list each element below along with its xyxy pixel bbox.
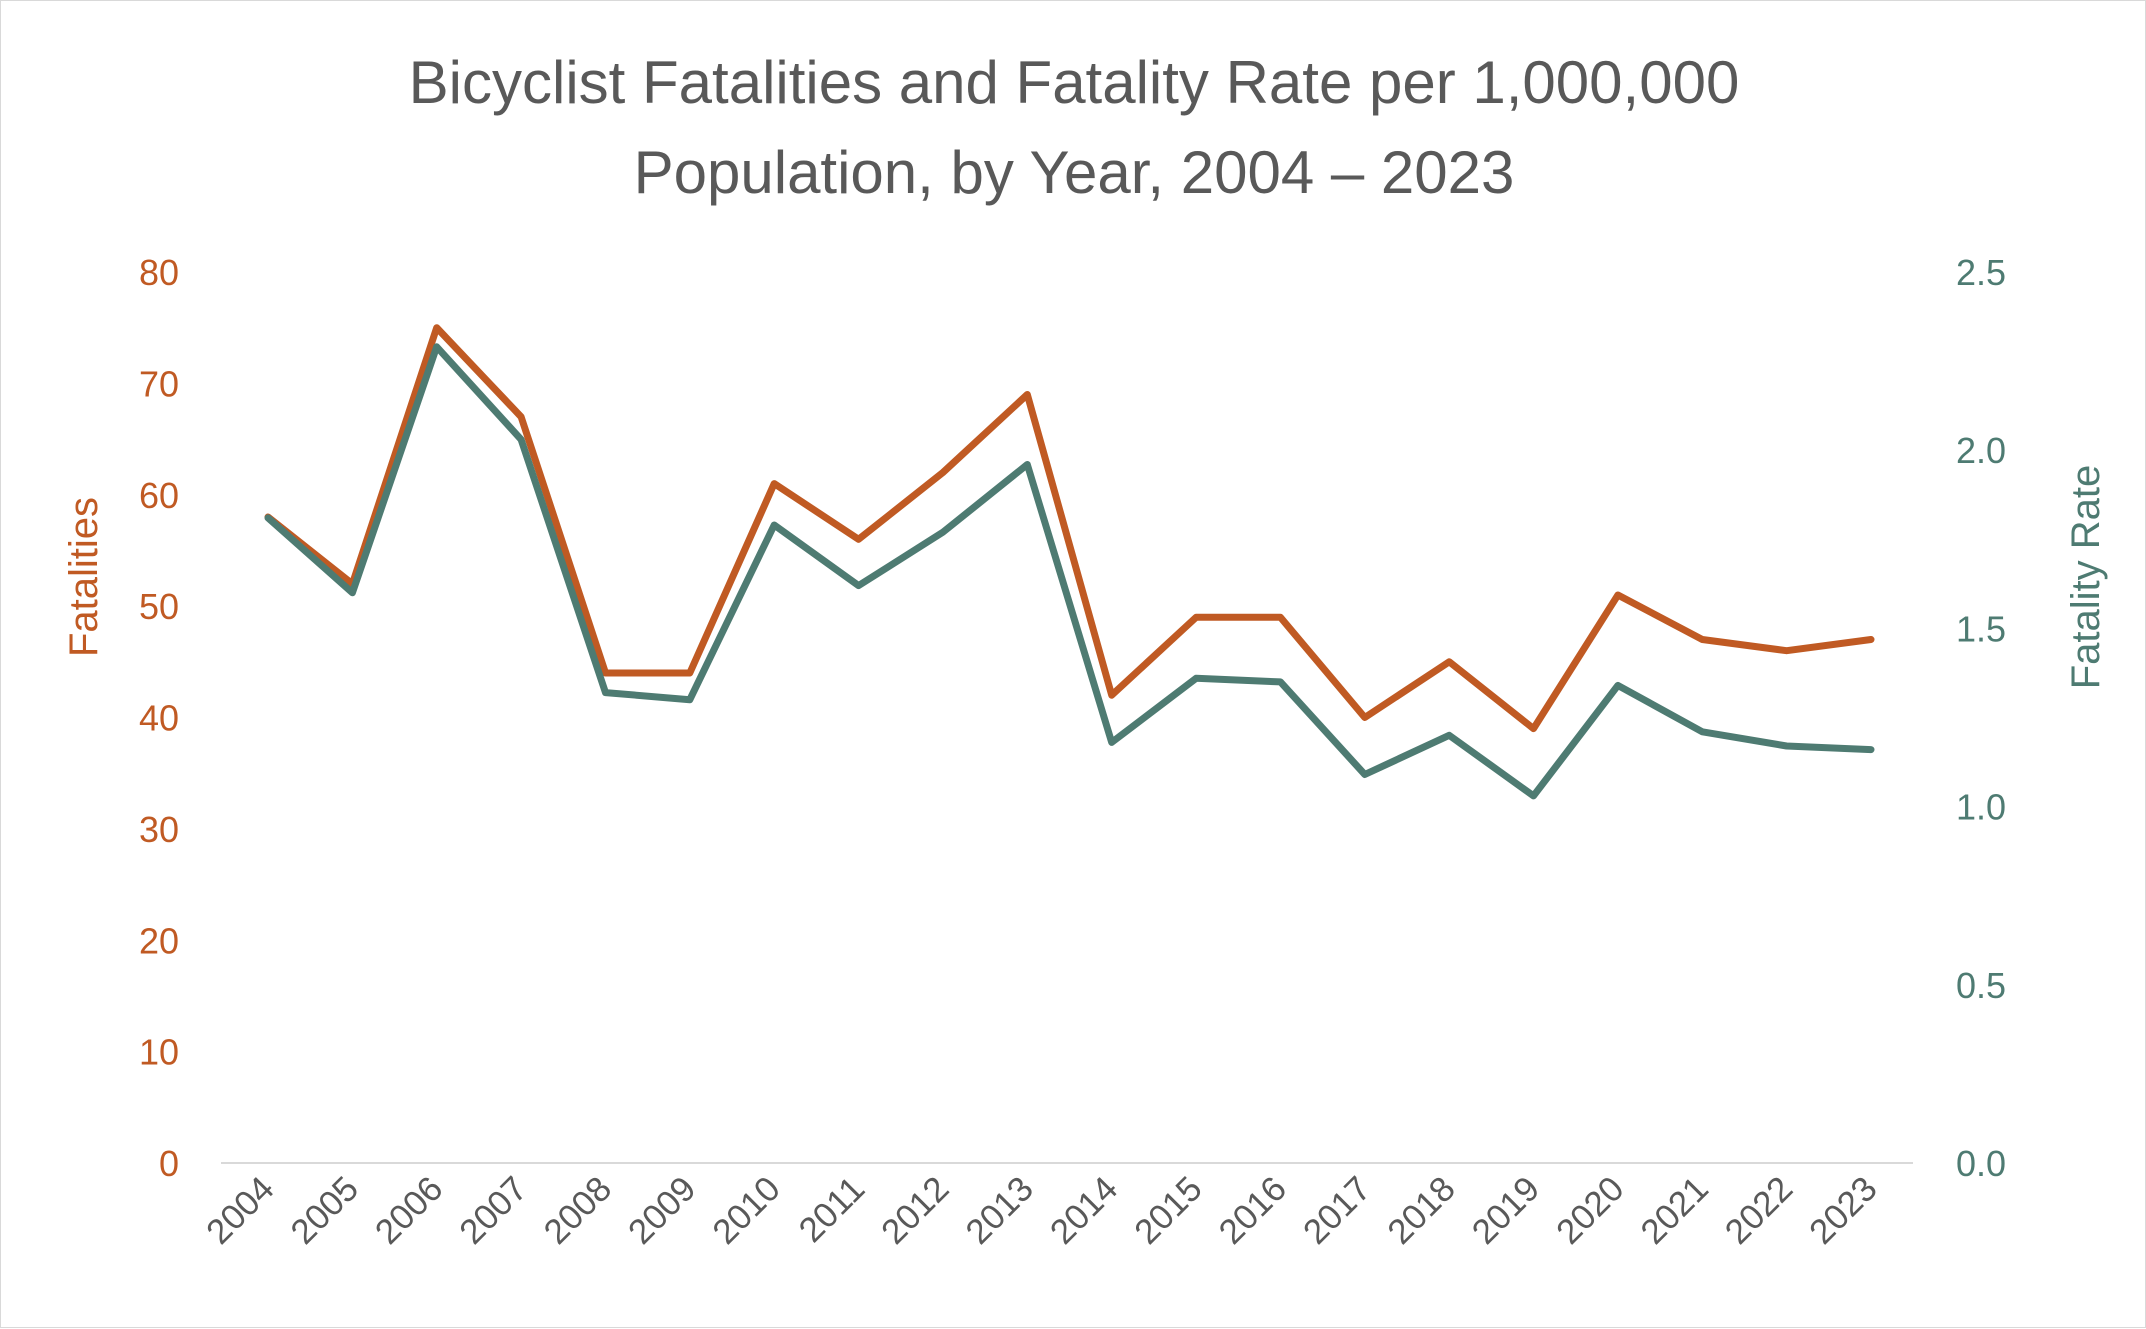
y-tick-label-left: 40 bbox=[139, 698, 179, 739]
x-tick-label: 2004 bbox=[199, 1169, 282, 1252]
x-tick-label: 2012 bbox=[874, 1169, 957, 1252]
x-axis-ticks: 2004 2005 2006 2007 2008 2009 2010 2011 2012 2013… bbox=[199, 1169, 1885, 1252]
y-tick-label-left: 0 bbox=[159, 1143, 179, 1184]
y-tick-label-right: 2.5 bbox=[1956, 252, 2006, 293]
x-tick-label: 2015 bbox=[1127, 1169, 1210, 1252]
series-layer bbox=[264, 324, 1875, 800]
x-tick-label: 2022 bbox=[1718, 1169, 1801, 1252]
x-tick-label: 2014 bbox=[1043, 1169, 1126, 1252]
y-axis-title-right: Fatality Rate bbox=[2064, 465, 2108, 690]
x-tick-label: 2011 bbox=[791, 1169, 872, 1250]
x-tick-label: 2010 bbox=[705, 1169, 788, 1252]
y-tick-label-left: 60 bbox=[139, 475, 179, 516]
x-tick-label: 2016 bbox=[1211, 1169, 1294, 1252]
y-tick-label-right: 0.0 bbox=[1956, 1143, 2006, 1184]
x-tick-label: 2006 bbox=[368, 1169, 451, 1252]
x-tick-label: 2005 bbox=[283, 1169, 366, 1252]
chart-title-line-2: Population, by Year, 2004 – 2023 bbox=[634, 139, 1515, 206]
x-tick-label: 2008 bbox=[536, 1169, 619, 1252]
y-tick-label-left: 70 bbox=[139, 363, 179, 404]
fatality-rate-series-line bbox=[264, 343, 1875, 800]
x-tick-label: 2007 bbox=[452, 1169, 535, 1252]
y-tick-label-right: 2.0 bbox=[1956, 430, 2006, 471]
x-tick-label: 2020 bbox=[1549, 1169, 1632, 1252]
y-tick-label-right: 1.5 bbox=[1956, 608, 2006, 649]
x-tick-label: 2019 bbox=[1465, 1169, 1548, 1252]
x-tick-label: 2018 bbox=[1380, 1169, 1463, 1252]
x-tick-label: 2009 bbox=[621, 1169, 704, 1252]
x-tick-label: 2017 bbox=[1296, 1169, 1379, 1252]
x-tick-label: 2013 bbox=[958, 1169, 1041, 1252]
chart-title-line-1: Bicyclist Fatalities and Fatality Rate p… bbox=[409, 49, 1740, 116]
y-axis-title-left: Fatalities bbox=[62, 497, 106, 657]
x-tick-label: 2021 bbox=[1633, 1169, 1716, 1252]
left-axis-ticks: 0 10 20 30 40 50 60 70 80 bbox=[139, 252, 179, 1184]
y-tick-label-right: 0.5 bbox=[1956, 965, 2006, 1006]
y-tick-label-right: 1.0 bbox=[1956, 787, 2006, 828]
y-tick-label-left: 80 bbox=[139, 252, 179, 293]
y-tick-label-left: 30 bbox=[139, 809, 179, 850]
right-axis-ticks: 0.0 0.5 1.0 1.5 2.0 2.5 bbox=[1956, 252, 2006, 1184]
x-tick-label: 2023 bbox=[1802, 1169, 1885, 1252]
y-tick-label-left: 50 bbox=[139, 586, 179, 627]
y-tick-label-left: 10 bbox=[139, 1032, 179, 1073]
y-tick-label-left: 20 bbox=[139, 920, 179, 961]
fatalities-series-line bbox=[264, 324, 1875, 733]
